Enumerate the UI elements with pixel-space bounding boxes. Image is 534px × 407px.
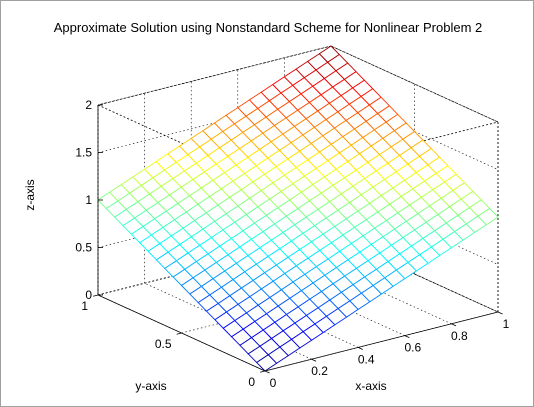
x-tick-label: 0.4 <box>358 352 375 366</box>
box-edge <box>330 45 499 123</box>
x-tick-label: 0.6 <box>404 341 421 355</box>
grid-line <box>330 45 499 123</box>
x-axis-line <box>264 311 499 372</box>
x-tick-label: 1 <box>503 317 510 331</box>
y-tick <box>176 332 182 335</box>
z-axis-label: z-axis <box>23 179 37 210</box>
surface-cell <box>477 207 499 226</box>
z-tick-label: 0 <box>85 288 92 302</box>
z-tick-label: 1.5 <box>75 146 92 160</box>
grid-line <box>330 188 499 265</box>
x-axis-label: x-axis <box>355 379 386 393</box>
grid-line <box>144 282 312 360</box>
x-tick <box>264 370 270 374</box>
x-tick <box>311 358 317 362</box>
x-tick <box>451 323 457 327</box>
x-tick-label: 0.2 <box>311 364 328 378</box>
x-tick <box>497 311 503 315</box>
grid-line <box>330 93 499 170</box>
tick-marks <box>93 104 503 374</box>
y-tick-label: 1 <box>81 299 88 313</box>
x-tick <box>404 335 410 339</box>
surface-mesh <box>97 45 499 372</box>
x-tick-label: 0 <box>270 376 277 390</box>
z-tick-label: 1 <box>85 193 92 207</box>
x-tick <box>358 347 363 350</box>
grid-line <box>97 45 332 106</box>
grid-line <box>330 235 499 313</box>
y-axis-label: y-axis <box>135 379 166 393</box>
z-tick-label: 2 <box>85 98 92 112</box>
y-tick-label: 0.5 <box>155 337 172 351</box>
z-tick-label: 0.5 <box>75 241 92 255</box>
y-tick <box>260 370 266 373</box>
x-tick-label: 0.8 <box>451 329 468 343</box>
y-tick-label: 0 <box>248 375 255 389</box>
chart-title: Approximate Solution using Nonstandard S… <box>54 20 483 35</box>
y-tick <box>93 294 99 297</box>
